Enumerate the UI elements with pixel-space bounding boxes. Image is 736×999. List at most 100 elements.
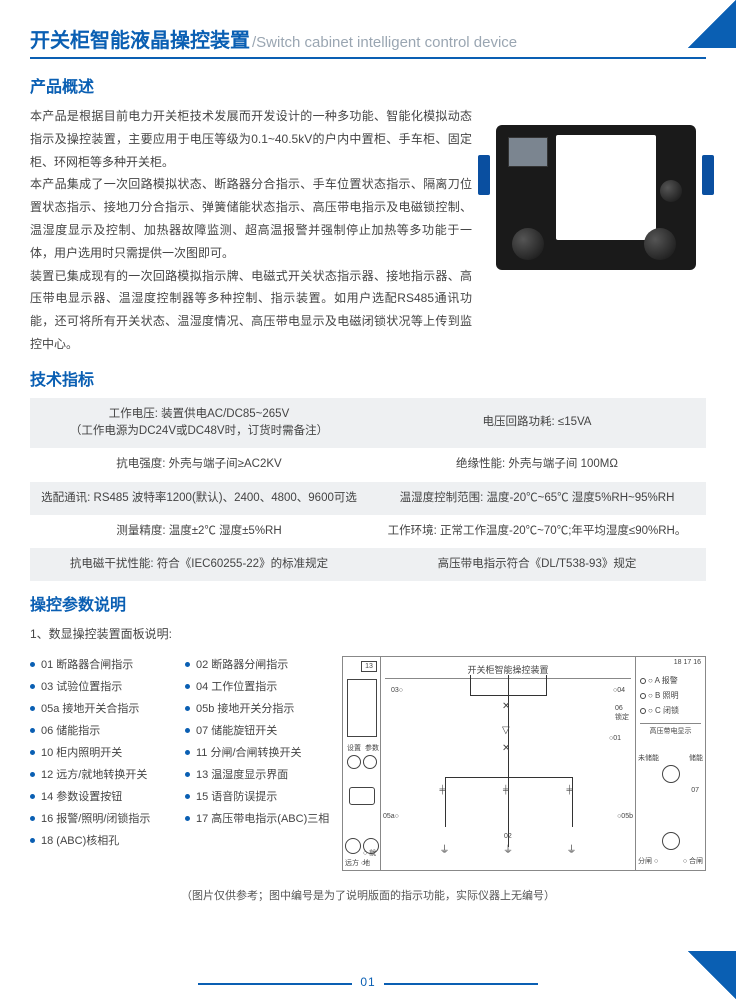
param-item: 04 工作位置指示 (185, 678, 330, 694)
pd-knob-bl1 (345, 838, 361, 854)
spec-cell: 高压带电指示符合《DL/T538-93》规定 (368, 548, 706, 581)
spec-cell: 测量精度: 温度±2℃ 湿度±5%RH (30, 515, 368, 548)
device-image (486, 105, 706, 285)
bullet-icon (185, 684, 190, 689)
pd-knob-oc (662, 832, 680, 850)
pd-speaker (349, 787, 375, 805)
pd-rb: ○ B 照明 (648, 690, 679, 701)
param-item: 14 参数设置按钮 (30, 788, 175, 804)
param-item: 03 试验位置指示 (30, 678, 175, 694)
pd-hv: 高压带电显示 (640, 723, 701, 736)
bullet-icon (30, 750, 35, 755)
param-label: 07 储能旋钮开关 (196, 722, 277, 738)
param-label: 10 柜内照明开关 (41, 744, 122, 760)
params-list: 01 断路器合闸指示 02 断路器分闸指示 03 试验位置指示 04 工作位置指示 05… (30, 656, 330, 871)
pd-sno: 未储能 (638, 753, 659, 763)
param-label: 05b 接地开关分指示 (196, 700, 294, 716)
bullet-icon (185, 772, 190, 777)
param-item: 18 (ABC)核相孔 (30, 832, 175, 848)
pd-open: 分闸 ○ (638, 856, 658, 866)
param-item: 06 储能指示 (30, 722, 175, 738)
overview-p2: 本产品集成了一次回路模拟状态、断路器分合指示、手车位置状态指示、隔离刀位置状态指… (30, 173, 472, 264)
param-label: 18 (ABC)核相孔 (41, 832, 119, 848)
param-item: 16 报警/照明/闭锁指示 (30, 810, 175, 826)
param-item: 15 语音防误提示 (185, 788, 330, 804)
bullet-icon (185, 750, 190, 755)
pd-lcd (347, 679, 377, 737)
param-item: 01 断路器合闸指示 (30, 656, 175, 672)
corner-decor-br (688, 951, 736, 999)
pd-knob-store (662, 765, 680, 783)
pd-btn-param (363, 755, 377, 769)
bullet-icon (30, 772, 35, 777)
bullet-icon (30, 794, 35, 799)
bullet-icon (185, 706, 190, 711)
spec-cell: 选配通讯: RS485 波特率1200(默认)、2400、4800、9600可选 (30, 482, 368, 515)
param-label: 16 报警/照明/闭锁指示 (41, 810, 150, 826)
overview-text: 本产品是根据目前电力开关柜技术发展而开发设计的一种多功能、智能化模拟动态指示及操… (30, 105, 472, 356)
page-title-en: /Switch cabinet intelligent control devi… (252, 34, 517, 51)
bullet-icon (185, 728, 190, 733)
spec-row: 抗电强度: 外壳与端子间≥AC2KV绝缘性能: 外壳与端子间 100MΩ (30, 448, 706, 481)
pd-n05a: 05a○ (383, 813, 399, 820)
spec-cell: 工作电压: 装置供电AC/DC85~265V （工作电源为DC24V或DC48V… (30, 398, 368, 449)
param-label: 03 试验位置指示 (41, 678, 122, 694)
param-item: 13 温湿度显示界面 (185, 766, 330, 782)
pd-center: 开关柜智能操控装置 03○ ○04 ✕ 06 锁定 ▽ ○01 ✕ (381, 657, 635, 870)
bullet-icon (30, 684, 35, 689)
specs-table: 工作电压: 装置供电AC/DC85~265V （工作电源为DC24V或DC48V… (30, 398, 706, 582)
spec-row: 工作电压: 装置供电AC/DC85~265V （工作电源为DC24V或DC48V… (30, 398, 706, 449)
section-overview-heading: 产品概述 (30, 73, 706, 97)
bullet-icon (30, 838, 35, 843)
bullet-icon (30, 728, 35, 733)
page-num-bar: 01 (198, 965, 538, 985)
params-intro: 1、数显操控装置面板说明: (30, 625, 706, 642)
spec-row: 选配通讯: RS485 波特率1200(默认)、2400、4800、9600可选… (30, 482, 706, 515)
pd-n01: ○01 (609, 735, 621, 742)
footer-note: （图片仅供参考；图中编号是为了说明版面的指示功能，实际仪器上无编号） (30, 887, 706, 903)
param-label: 11 分闸/合闸转换开关 (196, 744, 302, 760)
spec-cell: 温湿度控制范围: 温度-20℃~65℃ 湿度5%RH~95%RH (368, 482, 706, 515)
param-item: 07 储能旋钮开关 (185, 722, 330, 738)
overview-p3: 装置已集成现有的一次回路模拟指示牌、电磁式开关状态指示器、接地指示器、高压带电显… (30, 265, 472, 356)
pd-n07: 07 (691, 787, 699, 794)
page-content: 开关柜智能液晶操控装置 /Switch cabinet intelligent … (0, 0, 736, 903)
param-item: 17 高压带电指示(ABC)三相 (185, 810, 330, 826)
pd-n02: 02 (504, 833, 512, 840)
param-label: 14 参数设置按钮 (41, 788, 122, 804)
param-item: 12 远方/就地转换开关 (30, 766, 175, 782)
pd-rc: ○ C 闭锁 (648, 705, 679, 716)
param-item: 05b 接地开关分指示 (185, 700, 330, 716)
param-label: 13 温湿度显示界面 (196, 766, 288, 782)
pd-br: ○ 就地 (363, 848, 380, 868)
param-label: 06 储能指示 (41, 722, 100, 738)
param-label: 05a 接地开关合指示 (41, 700, 139, 716)
overview-p1: 本产品是根据目前电力开关柜技术发展而开发设计的一种多功能、智能化模拟动态指示及操… (30, 105, 472, 173)
param-item: 02 断路器分闸指示 (185, 656, 330, 672)
param-label: 01 断路器合闸指示 (41, 656, 133, 672)
param-label: 04 工作位置指示 (196, 678, 277, 694)
bullet-icon (185, 816, 190, 821)
spec-row: 抗电磁干扰性能: 符合《IEC60255-22》的标准规定高压带电指示符合《DL… (30, 548, 706, 581)
param-label: 02 断路器分闸指示 (196, 656, 288, 672)
spec-cell: 绝缘性能: 外壳与端子间 100MΩ (368, 448, 706, 481)
param-item: 11 分闸/合闸转换开关 (185, 744, 330, 760)
pd-n04: ○04 (613, 687, 625, 694)
panel-diagram: 13 设置 参数 远方 ○ ○ 就地 开关柜智能操控装置 (342, 656, 706, 871)
pd-ra: ○ A 报警 (648, 675, 678, 686)
section-params-heading: 操控参数说明 (30, 591, 706, 615)
spec-cell: 工作环境: 正常工作温度-20℃~70℃;年平均湿度≤90%RH。 (368, 515, 706, 548)
pd-btn-set (347, 755, 361, 769)
pd-left: 13 设置 参数 远方 ○ ○ 就地 (343, 657, 381, 870)
page-title-row: 开关柜智能液晶操控装置 /Switch cabinet intelligent … (30, 24, 706, 59)
pd-n03: 03○ (391, 687, 403, 694)
pd-row18: 18 17 16 (674, 659, 701, 666)
spec-row: 测量精度: 温度±2℃ 湿度±5%RH工作环境: 正常工作温度-20℃~70℃;… (30, 515, 706, 548)
spec-cell: 电压回路功耗: ≤15VA (368, 398, 706, 449)
bullet-icon (30, 662, 35, 667)
overview-wrap: 本产品是根据目前电力开关柜技术发展而开发设计的一种多功能、智能化模拟动态指示及操… (30, 105, 706, 356)
param-label: 15 语音防误提示 (196, 788, 277, 804)
pd-syes: 储能 (689, 753, 703, 763)
param-item: 05a 接地开关合指示 (30, 700, 175, 716)
bullet-icon (185, 662, 190, 667)
